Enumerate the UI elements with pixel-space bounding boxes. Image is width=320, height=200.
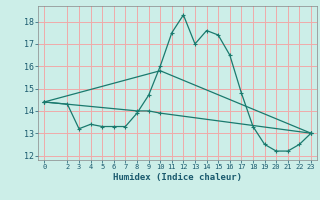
X-axis label: Humidex (Indice chaleur): Humidex (Indice chaleur)	[113, 173, 242, 182]
